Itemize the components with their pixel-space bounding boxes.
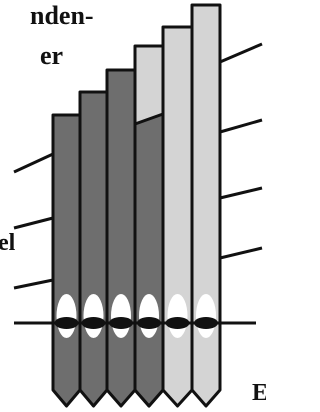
highlight	[168, 294, 188, 338]
label: nden-	[30, 1, 94, 30]
right-tick	[220, 120, 262, 132]
left-tick	[14, 218, 53, 228]
light-pencil	[163, 27, 192, 406]
knot	[137, 317, 161, 329]
highlight	[139, 294, 159, 338]
diagram: nden- er el E	[0, 0, 266, 412]
label: er	[40, 41, 63, 70]
page: nden- er el E (() => { const data = JSON…	[0, 0, 266, 412]
dark-pencil	[107, 70, 135, 406]
knot	[55, 317, 79, 329]
left-tick	[14, 154, 53, 172]
light-pencil	[192, 5, 220, 406]
knot	[166, 317, 190, 329]
highlight	[196, 294, 216, 338]
mixed-pencil-dark-part	[135, 114, 163, 406]
dark-pencil	[53, 115, 80, 406]
dark-pencil	[80, 92, 107, 406]
knot	[82, 317, 106, 329]
highlight	[57, 294, 77, 338]
label: el	[0, 230, 16, 256]
right-tick	[220, 248, 262, 258]
right-tick	[220, 188, 262, 198]
highlight	[84, 294, 104, 338]
right-tick	[220, 44, 262, 62]
left-tick	[14, 280, 53, 288]
pencils	[53, 5, 220, 406]
knot	[194, 317, 218, 329]
highlight	[111, 294, 131, 338]
knot	[109, 317, 133, 329]
label: E	[252, 380, 266, 406]
